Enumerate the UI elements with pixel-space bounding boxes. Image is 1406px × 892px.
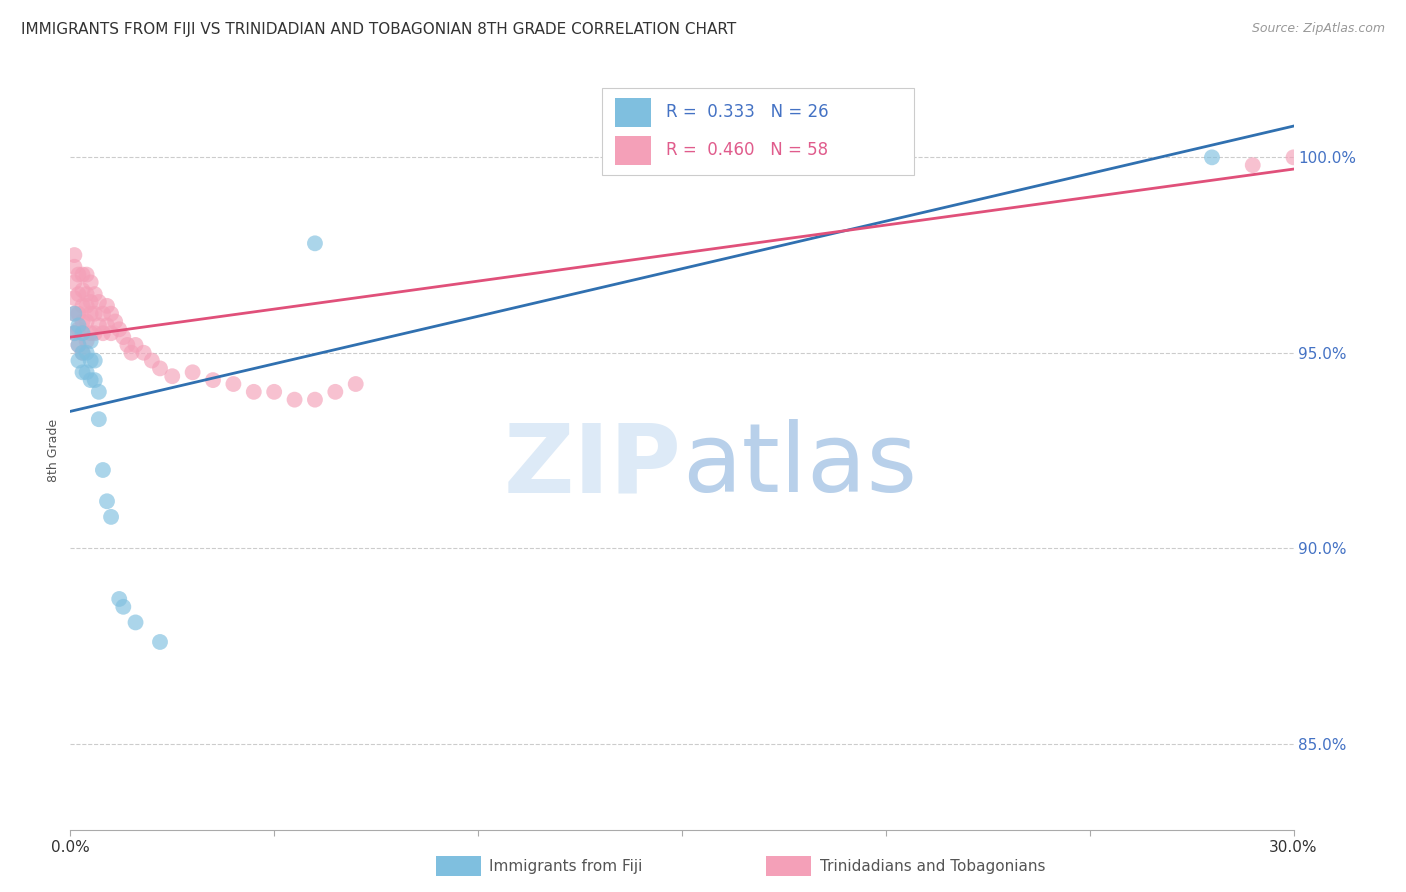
Point bbox=[76, 287, 98, 301]
Point bbox=[1241, 158, 1264, 172]
Point bbox=[63, 326, 86, 341]
Point bbox=[83, 307, 105, 321]
Point bbox=[87, 295, 110, 310]
Text: R =  0.460   N = 58: R = 0.460 N = 58 bbox=[666, 141, 828, 159]
Point bbox=[67, 268, 90, 282]
Point bbox=[162, 369, 183, 384]
Point bbox=[72, 326, 94, 341]
Point bbox=[76, 268, 98, 282]
Point bbox=[104, 314, 127, 328]
Text: Trinidadians and Tobagonians: Trinidadians and Tobagonians bbox=[820, 859, 1045, 873]
Point bbox=[67, 338, 90, 352]
Point bbox=[67, 353, 90, 368]
Point bbox=[76, 314, 98, 328]
Text: ZIP: ZIP bbox=[503, 419, 682, 512]
Point bbox=[83, 373, 105, 387]
Point bbox=[100, 307, 122, 321]
Point bbox=[67, 318, 90, 333]
Point bbox=[79, 326, 103, 341]
Point bbox=[1201, 150, 1223, 164]
Point bbox=[79, 373, 103, 387]
Point bbox=[149, 361, 172, 376]
Text: atlas: atlas bbox=[682, 419, 917, 512]
Point bbox=[121, 345, 143, 359]
Point bbox=[181, 365, 204, 379]
Point bbox=[117, 338, 139, 352]
Point bbox=[79, 334, 103, 348]
Point bbox=[72, 345, 94, 359]
Point bbox=[79, 276, 103, 290]
Point bbox=[222, 377, 245, 392]
Text: Source: ZipAtlas.com: Source: ZipAtlas.com bbox=[1251, 22, 1385, 36]
Point bbox=[63, 307, 86, 321]
Point bbox=[67, 307, 90, 321]
Point bbox=[263, 384, 285, 399]
Point bbox=[112, 599, 135, 614]
Point bbox=[149, 635, 172, 649]
Point bbox=[87, 384, 110, 399]
Point bbox=[72, 299, 94, 313]
Point bbox=[91, 463, 114, 477]
Point bbox=[76, 345, 98, 359]
Point bbox=[79, 307, 103, 321]
Point bbox=[83, 353, 105, 368]
Point bbox=[72, 365, 94, 379]
Point bbox=[76, 365, 98, 379]
Point bbox=[243, 384, 266, 399]
Point bbox=[63, 260, 86, 274]
Point bbox=[63, 326, 86, 341]
Point bbox=[100, 509, 122, 524]
Point bbox=[67, 287, 90, 301]
Bar bbox=[614, 98, 651, 127]
Point bbox=[63, 276, 86, 290]
Text: IMMIGRANTS FROM FIJI VS TRINIDADIAN AND TOBAGONIAN 8TH GRADE CORRELATION CHART: IMMIGRANTS FROM FIJI VS TRINIDADIAN AND … bbox=[21, 22, 737, 37]
Point bbox=[124, 338, 146, 352]
Bar bbox=[614, 136, 651, 165]
Point bbox=[79, 295, 103, 310]
Point bbox=[67, 322, 90, 336]
Point bbox=[76, 334, 98, 348]
Point bbox=[1282, 150, 1305, 164]
Point bbox=[72, 326, 94, 341]
Point bbox=[284, 392, 307, 407]
Point bbox=[344, 377, 367, 392]
Point bbox=[72, 314, 94, 328]
Y-axis label: 8th Grade: 8th Grade bbox=[46, 419, 60, 482]
Point bbox=[96, 494, 118, 508]
Point bbox=[108, 322, 131, 336]
Point bbox=[63, 307, 86, 321]
Point bbox=[202, 373, 225, 387]
Point bbox=[87, 318, 110, 333]
Point bbox=[63, 248, 86, 262]
Point bbox=[304, 236, 326, 251]
Point bbox=[91, 307, 114, 321]
Point bbox=[304, 392, 326, 407]
Point bbox=[112, 330, 135, 344]
Point bbox=[87, 412, 110, 426]
Point bbox=[323, 384, 347, 399]
Point bbox=[72, 268, 94, 282]
Point bbox=[79, 353, 103, 368]
Point bbox=[63, 291, 86, 305]
Point bbox=[108, 591, 131, 606]
Point bbox=[96, 318, 118, 333]
Point bbox=[124, 615, 146, 630]
Point bbox=[83, 287, 105, 301]
Point bbox=[72, 283, 94, 297]
Point bbox=[141, 353, 163, 368]
FancyBboxPatch shape bbox=[602, 88, 914, 175]
Point bbox=[72, 345, 94, 359]
Point bbox=[100, 326, 122, 341]
Text: Immigrants from Fiji: Immigrants from Fiji bbox=[489, 859, 643, 873]
Point bbox=[76, 299, 98, 313]
Point bbox=[132, 345, 155, 359]
Point bbox=[96, 299, 118, 313]
Point bbox=[67, 338, 90, 352]
Text: R =  0.333   N = 26: R = 0.333 N = 26 bbox=[666, 103, 828, 121]
Point bbox=[91, 326, 114, 341]
Point bbox=[83, 326, 105, 341]
